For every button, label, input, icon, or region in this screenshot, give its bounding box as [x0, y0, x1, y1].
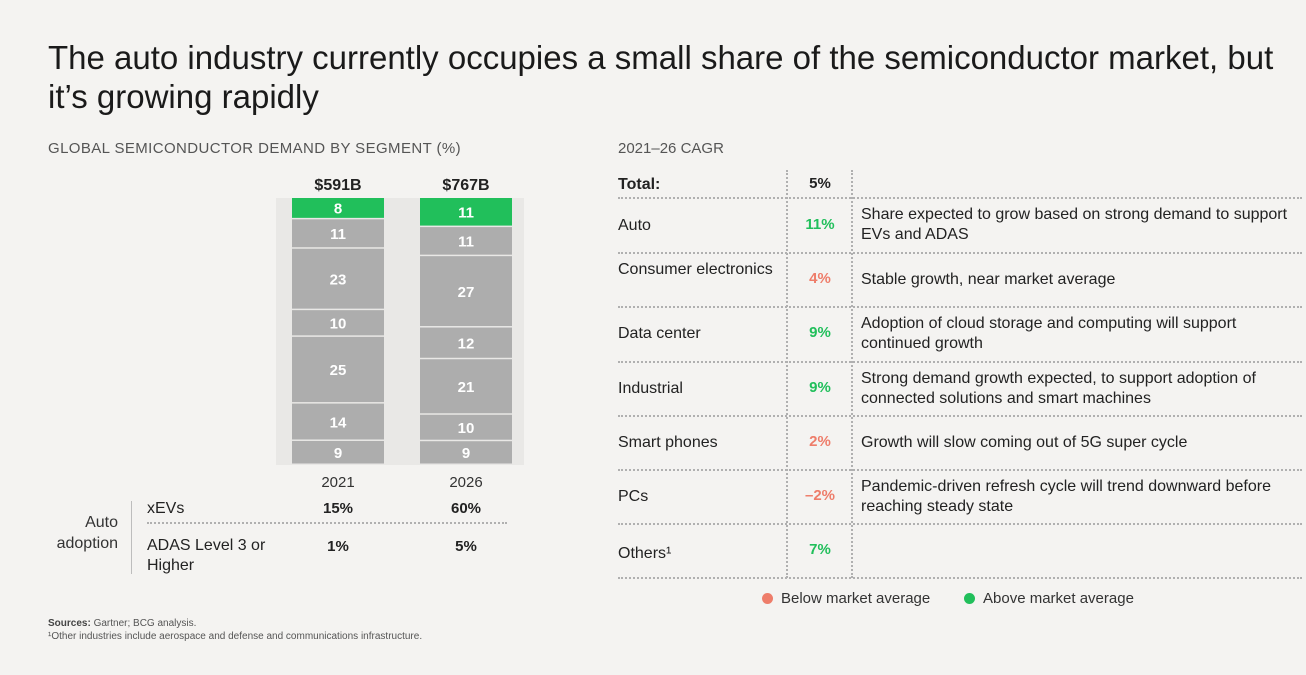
- description-industrial: Strong demand growth expected, to suppor…: [861, 370, 1256, 407]
- adoption-row-divider: [147, 522, 507, 524]
- legend-below-label: Below market average: [781, 590, 931, 607]
- segment-label-others: Others¹: [618, 545, 672, 562]
- bar-segment-data-center-2026: [420, 256, 512, 327]
- description-data-center: Adoption of cloud storage and computing …: [861, 315, 1237, 352]
- description-smart-phones: Growth will slow coming out of 5G super …: [861, 434, 1188, 451]
- adoption-value-xevs-2026: 60%: [450, 500, 482, 517]
- segment-value-label: 8: [334, 201, 342, 218]
- cagr-value-smart-phones: 2%: [809, 433, 831, 450]
- bar-segment-pcs-2021: [292, 403, 384, 440]
- sources-label: Sources:: [48, 618, 91, 629]
- segment-value-label: 9: [462, 445, 470, 462]
- cagr-heading: 2021–26 CAGR: [618, 140, 724, 157]
- bar-segment-data-center-2021: [292, 248, 384, 309]
- cagr-value-data-center: 9%: [809, 324, 831, 341]
- row-divider: [618, 361, 1302, 363]
- adoption-value-adas-2021: 1%: [327, 538, 349, 555]
- bar-total-label: $767B: [442, 177, 489, 194]
- table-column-divider: [786, 170, 788, 578]
- bar-segment-pcs-2026: [420, 414, 512, 440]
- segment-value-label: 23: [330, 271, 347, 288]
- segment-label-data-center: Data center: [618, 325, 701, 342]
- adoption-value-xevs-2021: 15%: [322, 500, 354, 517]
- cagr-value-industrial: 9%: [809, 379, 831, 396]
- segment-label-consumer-electronics: Consumer electronics: [618, 261, 773, 278]
- bar-segment-consumer-electronics-2026: [420, 227, 512, 255]
- bar-segment-auto-2021: [292, 198, 384, 218]
- bar-segment-others-2026: [420, 441, 512, 464]
- bar-segment-auto-2026: [420, 198, 512, 226]
- below-average-dot-icon: [762, 593, 773, 604]
- footnote: ¹Other industries include aerospace and …: [48, 631, 423, 642]
- bar-total-label: $591B: [314, 177, 361, 194]
- cagr-value-auto: 11%: [805, 216, 835, 233]
- row-divider: [618, 523, 1302, 525]
- sources-text: Gartner; BCG analysis.: [93, 618, 197, 629]
- segment-value-label: 10: [330, 315, 347, 332]
- segment-value-label: 12: [458, 335, 475, 352]
- chart-heading: GLOBAL SEMICONDUCTOR DEMAND BY SEGMENT (…: [48, 140, 461, 157]
- cagr-value-others: 7%: [809, 541, 831, 558]
- above-average-dot-icon: [964, 593, 975, 604]
- adoption-value-adas-2026: 5%: [455, 538, 477, 555]
- segment-value-label: 27: [458, 284, 475, 301]
- segment-label-industrial: Industrial: [618, 380, 683, 397]
- legend-above-label: Above market average: [983, 590, 1134, 607]
- bar-segment-consumer-electronics-2021: [292, 219, 384, 248]
- auto-adoption-heading: Auto adoption: [56, 514, 118, 552]
- row-divider: [618, 197, 1302, 199]
- description-consumer-electronics: Stable growth, near market average: [861, 271, 1116, 288]
- segment-label-pcs: PCs: [618, 488, 649, 505]
- cagr-value-pcs: –2%: [804, 487, 836, 504]
- segment-value-label: 21: [458, 379, 475, 396]
- sources-note: Sources: Gartner; BCG analysis. ¹Other i…: [48, 617, 422, 643]
- x-tick-label: 2026: [449, 474, 482, 491]
- adoption-label-xevs: xEVs: [147, 500, 185, 517]
- page-title: The auto industry currently occupies a s…: [48, 39, 1274, 115]
- legend-above: Above market average: [964, 590, 1134, 607]
- segment-value-label: 10: [458, 420, 475, 437]
- description-pcs: Pandemic-driven refresh cycle will trend…: [861, 478, 1271, 515]
- segment-value-label: 25: [330, 362, 347, 379]
- bar-segment-industrial-2026: [420, 327, 512, 358]
- total-label: Total:: [618, 176, 661, 193]
- row-divider: [618, 252, 1302, 254]
- bar-segment-smart-phones-2026: [420, 359, 512, 414]
- row-divider: [618, 577, 1302, 579]
- x-tick-label: 2021: [321, 474, 354, 491]
- segment-value-label: 14: [330, 414, 347, 431]
- adoption-label-adas: ADAS Level 3 or Higher: [147, 537, 266, 574]
- segment-value-label: 9: [334, 445, 342, 462]
- row-divider: [618, 306, 1302, 308]
- legend-below: Below market average: [762, 590, 930, 607]
- row-divider: [618, 415, 1302, 417]
- bar-segment-smart-phones-2021: [292, 336, 384, 403]
- row-divider: [618, 469, 1302, 471]
- segment-value-label: 11: [330, 226, 346, 243]
- description-auto: Share expected to grow based on strong d…: [861, 206, 1288, 243]
- adoption-divider: [131, 501, 132, 574]
- total-value: 5%: [809, 175, 831, 192]
- segment-value-label: 11: [458, 205, 474, 222]
- bar-segment-industrial-2021: [292, 310, 384, 336]
- segment-label-smart-phones: Smart phones: [618, 434, 718, 451]
- cagr-value-consumer-electronics: 4%: [809, 270, 831, 287]
- segment-value-label: 11: [458, 234, 474, 251]
- stacked-bar-chart: 8 11 23 10 25 14 9 $591B 2021 11 11 27 12 21 10 9 $767B 2…: [276, 177, 524, 491]
- segment-label-auto: Auto: [618, 217, 651, 234]
- bar-segment-others-2021: [292, 440, 384, 464]
- table-column-divider: [851, 170, 853, 578]
